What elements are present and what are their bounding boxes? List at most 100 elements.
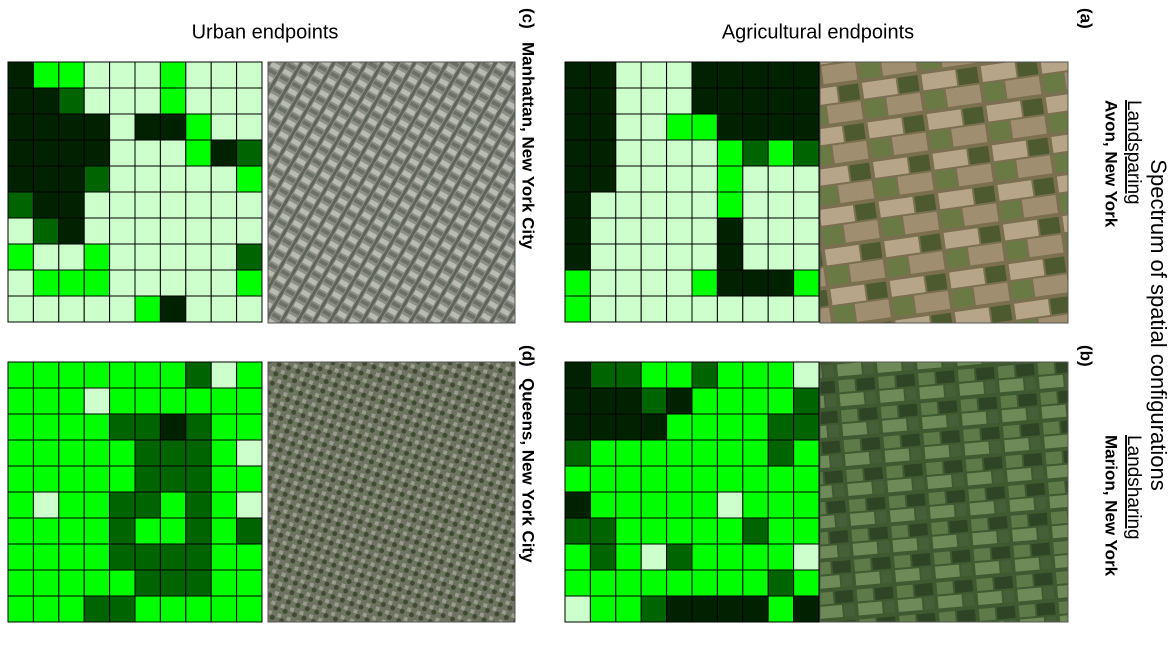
- grid-cell: [565, 88, 590, 114]
- grid-cell: [616, 466, 641, 492]
- grid-cell: [794, 140, 819, 166]
- grid-cell: [135, 62, 160, 88]
- grid-cell: [717, 596, 742, 622]
- grid-cell: [110, 296, 135, 322]
- grid-cell: [641, 192, 666, 218]
- grid-cell: [565, 466, 590, 492]
- grid-cell: [110, 570, 135, 596]
- grid-cell: [743, 518, 768, 544]
- grid-cell: [768, 544, 793, 570]
- grid-cell: [59, 466, 84, 492]
- grid-cell: [794, 114, 819, 140]
- grid-cell: [794, 270, 819, 296]
- grid-cell: [590, 414, 615, 440]
- grid-cell: [667, 88, 692, 114]
- grid-cell: [794, 544, 819, 570]
- grid-cell: [743, 218, 768, 244]
- grid-cell: [110, 362, 135, 388]
- grid-cell: [186, 466, 211, 492]
- grid-cell: [768, 218, 793, 244]
- grid-cell: [717, 414, 742, 440]
- grid-cell: [641, 114, 666, 140]
- grid-cell: [590, 244, 615, 270]
- grid-cell: [616, 518, 641, 544]
- grid-cell: [8, 492, 33, 518]
- grid-cell: [717, 492, 742, 518]
- grid-cell: [160, 596, 185, 622]
- grid-cell: [160, 270, 185, 296]
- grid-cell: [186, 140, 211, 166]
- grid-cell: [110, 544, 135, 570]
- grid-cell: [59, 596, 84, 622]
- grid-cell: [616, 388, 641, 414]
- grid-cell: [794, 414, 819, 440]
- grid-cell: [565, 596, 590, 622]
- grid-cell: [110, 192, 135, 218]
- place-label: Queens, New York City: [519, 378, 538, 563]
- grid-cell: [8, 362, 33, 388]
- grid-cell: [84, 296, 109, 322]
- grid-cell: [186, 388, 211, 414]
- grid-cell: [237, 596, 262, 622]
- grid-cell: [160, 88, 185, 114]
- grid-cell: [641, 440, 666, 466]
- grid-cell: [237, 218, 262, 244]
- grid-cell: [717, 296, 742, 322]
- grid-cell: [667, 570, 692, 596]
- grid-cell: [135, 544, 160, 570]
- grid-cell: [768, 88, 793, 114]
- grid-cell: [641, 218, 666, 244]
- grid-cell: [768, 518, 793, 544]
- grid-cell: [692, 362, 717, 388]
- grid-cell: [565, 440, 590, 466]
- grid-cell: [33, 88, 58, 114]
- grid-cell: [160, 218, 185, 244]
- grid-cell: [692, 192, 717, 218]
- grid-cell: [211, 362, 236, 388]
- grid-cell: [33, 296, 58, 322]
- grid-cell: [84, 218, 109, 244]
- grid-cell: [211, 166, 236, 192]
- grid-cell: [641, 388, 666, 414]
- grid-cell: [135, 114, 160, 140]
- grid-cell: [692, 270, 717, 296]
- panel-tag: (d): [519, 345, 538, 367]
- grid-cell: [8, 270, 33, 296]
- grid-cell: [565, 270, 590, 296]
- grid-cell: [641, 140, 666, 166]
- grid-cell: [616, 570, 641, 596]
- grid-cell: [590, 570, 615, 596]
- grid-cell: [641, 244, 666, 270]
- grid-cell: [237, 88, 262, 114]
- panel-tag: (c): [519, 8, 538, 29]
- grid-cell: [33, 388, 58, 414]
- grid-cell: [8, 62, 33, 88]
- grid-cell: [8, 166, 33, 192]
- grid-cell: [8, 518, 33, 544]
- grid-cell: [59, 244, 84, 270]
- grid-cell: [110, 518, 135, 544]
- grid-cell: [768, 466, 793, 492]
- grid-cell: [237, 518, 262, 544]
- grid-cell: [8, 414, 33, 440]
- grid-cell: [794, 518, 819, 544]
- grid-cell: [667, 114, 692, 140]
- grid-cell: [768, 244, 793, 270]
- grid-cell: [211, 218, 236, 244]
- grid-cell: [84, 114, 109, 140]
- grid-cell: [160, 140, 185, 166]
- grid-cell: [692, 166, 717, 192]
- grid-cell: [84, 414, 109, 440]
- grid-cell: [186, 114, 211, 140]
- grid-cell: [565, 518, 590, 544]
- grid-cell: [616, 114, 641, 140]
- grid-cell: [135, 192, 160, 218]
- grid-cell: [237, 140, 262, 166]
- grid-cell: [110, 414, 135, 440]
- grid-cell: [8, 570, 33, 596]
- grid-cell: [186, 414, 211, 440]
- grid-cell: [565, 166, 590, 192]
- grid-cell: [768, 440, 793, 466]
- grid-cell: [667, 62, 692, 88]
- grid-cell: [8, 88, 33, 114]
